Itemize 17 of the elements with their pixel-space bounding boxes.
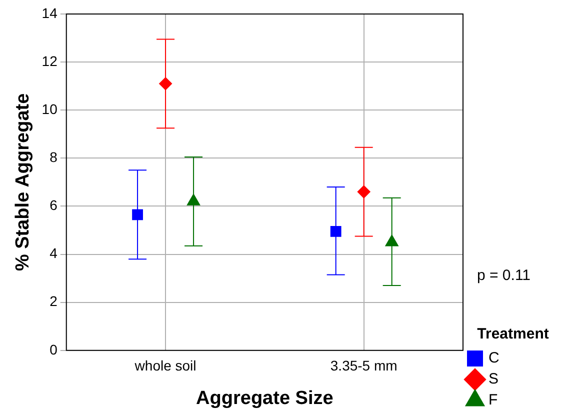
y-tick-label: 2 [50, 293, 58, 310]
y-tick-label: 12 [42, 52, 58, 69]
legend-label: S [488, 370, 499, 388]
legend-label: C [488, 350, 500, 367]
text: p = 0.11 [477, 267, 531, 284]
y-tick-label: 4 [50, 245, 58, 262]
x-tick-label: 3.35-5 mm [330, 358, 398, 374]
legend-label: F [488, 392, 498, 409]
x-axis-title: Aggregate Size [196, 388, 334, 409]
y-tick-label: 14 [42, 4, 58, 21]
legend-title: Treatment [477, 326, 549, 343]
y-tick-label: 8 [50, 149, 58, 166]
x-tick-label: whole soil [134, 358, 196, 374]
y-axis-title: % Stable Aggregate [12, 93, 34, 272]
y-tick-label: 6 [50, 197, 58, 214]
y-tick-label: 10 [42, 100, 58, 117]
y-tick-label: 0 [50, 341, 58, 358]
